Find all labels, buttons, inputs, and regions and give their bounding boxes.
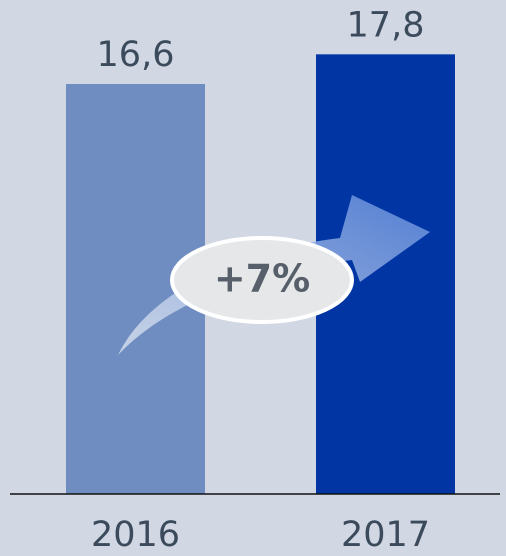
annotation-badge (170, 236, 354, 324)
value-label: 16,6 (97, 35, 175, 75)
growth-arrow (118, 195, 430, 355)
value-label: 17,8 (347, 5, 425, 45)
x-tick-label: 2017 (341, 515, 430, 555)
x-tick-label: 2016 (91, 515, 180, 555)
annotation: +7% (214, 257, 310, 301)
